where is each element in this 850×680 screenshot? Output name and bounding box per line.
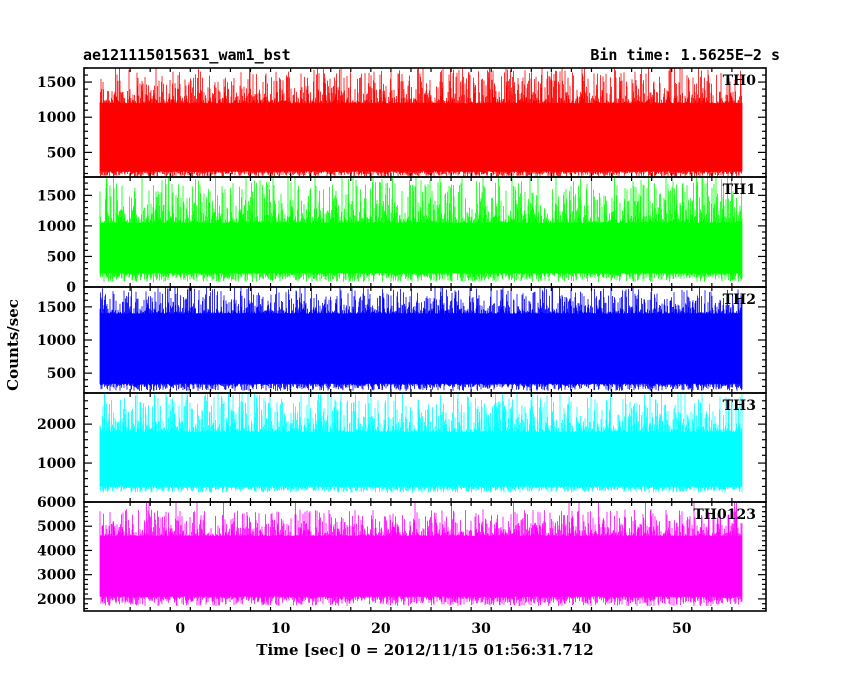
y-tick-label: 2000 [37,417,76,433]
y-tick-label: 6000 [37,495,76,511]
y-tick-label: 0 [66,280,76,296]
panel-frame [83,501,767,612]
y-tick-label: 1000 [37,219,76,235]
y-tick-label: 5000 [37,519,76,535]
series-line-th0123 [99,502,743,607]
x-tick-label: 40 [572,621,592,637]
panel-label-th2: TH2 [723,292,756,308]
panel-th2: 500 1000 1500 TH2 [37,286,767,394]
y-tick-label: 1500 [37,188,76,204]
series-line-th1 [99,177,743,283]
panel-th0123: 2000 3000 4000 5000 6000 TH0123 [37,495,767,612]
header-title: ae121115015631_wam1_bst [83,46,291,64]
x-tick-label: 30 [471,621,491,637]
x-tick-label: 50 [672,621,692,637]
x-tick-label: 20 [371,621,391,637]
x-tick-label: 0 [175,621,185,637]
panel-label-th0: TH0 [723,73,757,89]
y-tick-label: 1000 [37,110,76,126]
y-tick-label: 1500 [37,300,76,316]
y-tick-label: 1000 [37,456,76,472]
y-tick-label: 4000 [37,543,76,559]
header-bin-time: Bin time: 1.5625E−2 s [590,46,780,64]
y-tick-label: 1000 [37,333,76,349]
panel-label-th0123: TH0123 [693,507,756,523]
y-tick-label: 500 [47,249,76,265]
panel-label-th1: TH1 [723,182,756,198]
y-tick-label: 3000 [37,568,76,584]
series-line-th2 [99,287,743,391]
y-axis-title: Counts/sec [4,299,22,391]
series-line-th0 [99,68,743,177]
y-tick-label: 500 [47,145,76,161]
y-tick-label: 2000 [37,592,76,608]
y-tick-label: 1500 [37,75,76,91]
panel-th3: 1000 2000 TH3 [37,392,767,503]
y-tick-label: 500 [47,366,76,382]
x-tick-label: 10 [271,621,291,637]
panel-label-th3: TH3 [723,398,756,414]
panel-th1: 0 500 1000 1500 TH1 [37,176,767,296]
panel-th0: 500 1000 1500 TH0 [37,67,767,178]
series-line-th3 [99,393,743,493]
x-axis-title: Time [sec] 0 = 2012/11/15 01:56:31.712 [256,641,593,659]
